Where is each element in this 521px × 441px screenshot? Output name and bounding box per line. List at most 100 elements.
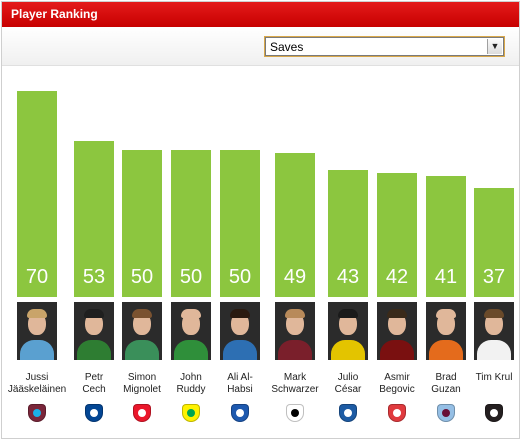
widget-title: Player Ranking [11,7,98,21]
player-name-line1: Ali Al- [227,372,253,383]
crest-emblem [138,409,146,417]
player-shirt [278,340,312,360]
wigan-crest-icon[interactable] [231,404,249,422]
crest-emblem [490,409,498,417]
player-photo[interactable] [74,302,114,360]
bar[interactable]: 43 [328,170,368,297]
player-name-line2: Begovic [379,384,415,395]
player-hair [436,309,456,318]
west-ham-crest-icon[interactable] [28,404,46,422]
player-name-line1: John [180,372,202,383]
player-shirt [125,340,159,360]
bar-value-label: 43 [336,266,360,288]
player-name[interactable]: Brad Guzan [415,372,477,396]
player-name[interactable]: Mark Schwarzer [264,372,326,396]
player-name-line2: Mignolet [123,384,161,395]
bar[interactable]: 50 [122,150,162,297]
player-photo[interactable] [377,302,417,360]
player-shirt [331,340,365,360]
player-photo[interactable] [220,302,260,360]
player-shirt [223,340,257,360]
player-name-line1: Brad [435,372,457,383]
player-hair [230,309,250,318]
crest-emblem [33,409,41,417]
aston-villa-crest-icon[interactable] [437,404,455,422]
bar[interactable]: 70 [17,91,57,297]
player-hair [27,309,47,318]
player-hair [84,309,104,318]
player-name-line2: Guzan [431,384,461,395]
bar-value-label: 70 [25,266,49,288]
player-name-line1: Jussi [25,372,49,383]
crest-emblem [291,409,299,417]
stoke-crest-icon[interactable] [388,404,406,422]
player-name[interactable]: John Ruddy [160,372,222,396]
player-name-line2: Schwarzer [271,384,319,395]
player-name[interactable]: Petr Cech [63,372,125,396]
bar[interactable]: 37 [474,188,514,297]
bar-value-label: 50 [130,266,154,288]
player-shirt [174,340,208,360]
player-shirt [429,340,463,360]
player-name-line1: Petr [84,372,104,383]
player-name-line1: Mark [283,372,307,383]
sunderland-crest-icon[interactable] [133,404,151,422]
fulham-crest-icon[interactable] [286,404,304,422]
crest-emblem [187,409,195,417]
player-name[interactable]: Ali Al- Habsi [209,372,271,396]
widget-header: Player Ranking [2,2,519,27]
player-name-line2: César [334,384,362,395]
player-name[interactable]: Asmir Begovic [366,372,428,396]
bar-value-label: 49 [283,266,307,288]
player-shirt [477,340,511,360]
bar-value-label: 37 [482,266,506,288]
player-photo[interactable] [171,302,211,360]
bar-value-label: 41 [434,266,458,288]
norwich-crest-icon[interactable] [182,404,200,422]
player-name[interactable]: Jussi Jääskeläinen [6,372,68,396]
metric-select[interactable]: Saves ▼ [265,37,504,56]
player-hair [181,309,201,318]
player-name-line2: Jääskeläinen [7,384,67,395]
player-name[interactable]: Simon Mignolet [111,372,173,396]
player-hair [285,309,305,318]
player-shirt [20,340,54,360]
player-photo[interactable] [17,302,57,360]
crest-emblem [90,409,98,417]
player-photo[interactable] [474,302,514,360]
bar-value-label: 53 [82,266,106,288]
ranking-chart: 70 Jussi Jääskeläinen 53 Petr Cech 50 Simon Mign… [2,66,519,438]
toolbar: Saves ▼ [2,27,519,66]
bar-value-label: 42 [385,266,409,288]
player-name-line1: Simon [127,372,157,383]
player-name-line1: Julio [337,372,359,383]
player-name[interactable]: Tim Krul [463,372,519,384]
bar[interactable]: 49 [275,153,315,297]
player-name-line2: Cech [82,384,106,395]
player-photo[interactable] [328,302,368,360]
bar[interactable]: 50 [171,150,211,297]
bar-value-label: 50 [179,266,203,288]
bar[interactable]: 42 [377,173,417,297]
chelsea-crest-icon[interactable] [85,404,103,422]
player-photo[interactable] [275,302,315,360]
qpr-crest-icon[interactable] [339,404,357,422]
bar[interactable]: 41 [426,176,466,297]
player-shirt [77,340,111,360]
crest-emblem [344,409,352,417]
bar[interactable]: 53 [74,141,114,297]
chevron-down-icon[interactable]: ▼ [487,39,502,54]
player-photo[interactable] [426,302,466,360]
player-photo[interactable] [122,302,162,360]
player-name-line2: Habsi [227,384,253,395]
player-hair [484,309,504,318]
player-name-line1: Tim Krul [475,372,513,383]
crest-emblem [442,409,450,417]
crest-emblem [393,409,401,417]
player-name[interactable]: Julio César [317,372,379,396]
newcastle-crest-icon[interactable] [485,404,503,422]
player-hair [338,309,358,318]
player-name-line2: Ruddy [176,384,206,395]
bar[interactable]: 50 [220,150,260,297]
